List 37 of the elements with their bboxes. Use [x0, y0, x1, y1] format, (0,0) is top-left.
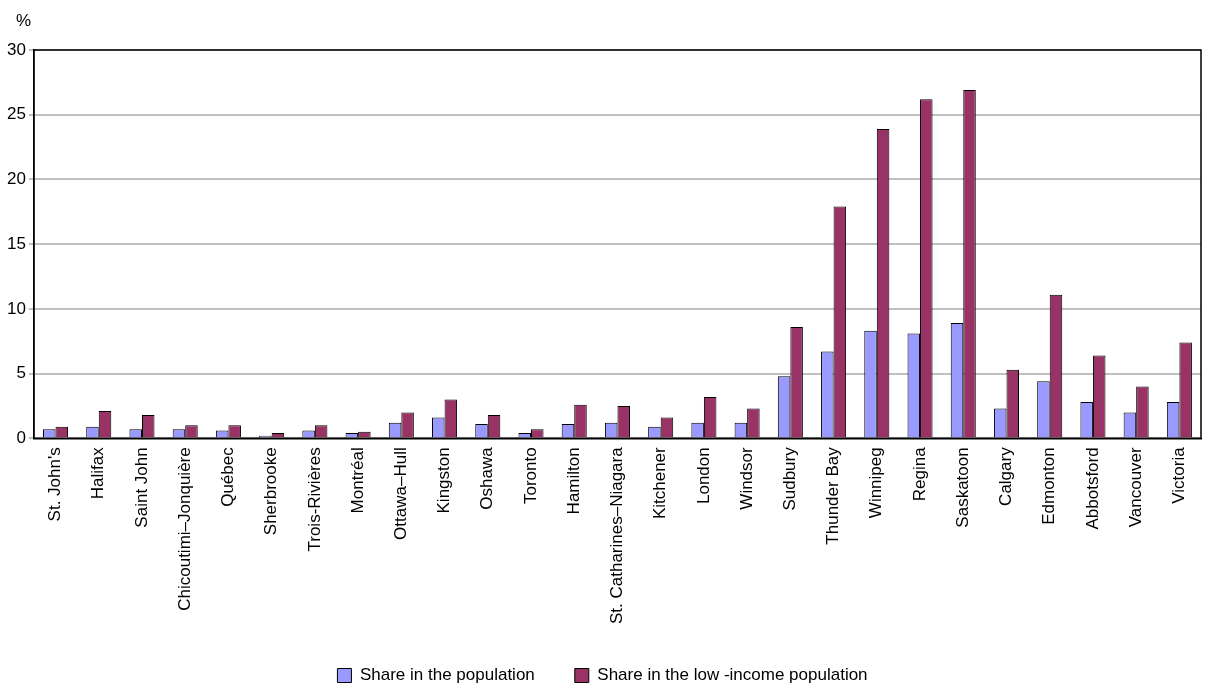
x-tick-label: Edmonton — [1039, 447, 1059, 525]
x-tick-label: Vancouver — [1125, 446, 1145, 528]
x-tick-label: Toronto — [520, 447, 540, 504]
y-axis-title: % — [16, 11, 32, 30]
x-tick-label: London — [693, 447, 713, 505]
x-tick-label: Kitchener — [650, 446, 670, 520]
x-tick-label: Ottawa–Hull — [391, 447, 411, 540]
x-tick-label: Chicoutimi–Jonquière — [174, 447, 194, 611]
x-tick-label: Kingston — [434, 447, 454, 514]
legend-label: Share in the population — [359, 665, 535, 685]
y-tick-label: 0 — [16, 427, 26, 447]
legend-label: Share in the low -income population — [597, 665, 868, 685]
y-tick-label: 25 — [6, 104, 26, 124]
x-tick-label: Calgary — [996, 446, 1016, 506]
x-tick-label: Abbotsford — [1082, 447, 1102, 530]
x-tick-label: Victoria — [1169, 446, 1189, 504]
x-tick-label: Sherbrooke — [261, 447, 281, 536]
y-tick-label: 15 — [6, 233, 26, 253]
x-tick-label: Montréal — [347, 447, 367, 514]
y-tick-label: 5 — [16, 363, 26, 383]
y-tick-label: 10 — [6, 298, 26, 318]
x-tick-label: Windsor — [736, 446, 756, 510]
y-tick-label: 20 — [6, 169, 26, 189]
x-tick-label: St. Catharines–Niagara — [607, 446, 627, 625]
y-tick-label: 30 — [6, 39, 26, 59]
x-tick-label: Saskatoon — [952, 447, 972, 528]
x-tick-label: Oshawa — [477, 446, 497, 510]
x-tick-label: Regina — [909, 446, 929, 502]
x-tick-label: Halifax — [88, 446, 108, 500]
x-tick-label: Winnipeg — [866, 447, 886, 519]
x-tick-label: Hamilton — [563, 447, 583, 515]
x-tick-label: Québec — [218, 446, 238, 507]
x-tick-label: Sudbury — [780, 446, 800, 511]
x-tick-label: Trois-Rivières — [304, 447, 324, 552]
x-tick-label: St. John's — [45, 447, 65, 522]
x-tick-label: Thunder Bay — [823, 446, 843, 545]
x-tick-label: Saint John — [131, 447, 151, 528]
